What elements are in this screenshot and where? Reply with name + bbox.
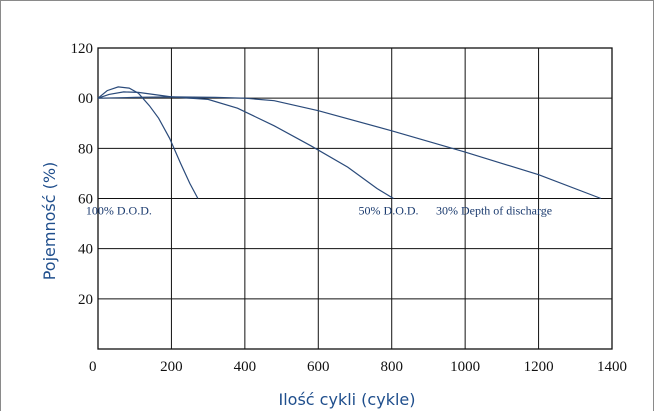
y-tick-label: 20 [78,292,93,308]
series-label-1: 100% D.O.D. [86,204,152,218]
series-line-2 [97,91,394,200]
series-line-3 [97,96,602,200]
y-tick-label: 80 [78,141,93,157]
x-axis-title: Ilość cykli (cykle) [279,390,416,409]
series-line-1 [97,86,199,199]
x-tick-label: 1000 [450,359,480,375]
y-tick-label: 40 [78,242,93,258]
y-tick-label: 60 [78,192,93,208]
y-tick-label: 00 [78,91,93,107]
series-label-3: 30% Depth of discharge [436,204,552,218]
x-tick-label: 0 [89,359,97,375]
y-axis-title: Pojemność (%) [40,162,59,281]
series-label-2: 50% D.O.D. [359,204,419,218]
plot-area-border [97,47,613,350]
y-tick-label: 120 [71,41,94,57]
x-tick-label: 200 [160,359,183,375]
x-tick-label: 400 [234,359,257,375]
x-tick-label: 1400 [597,359,627,375]
x-tick-label: 600 [307,359,330,375]
x-tick-label: 1200 [524,359,554,375]
x-tick-label: 800 [380,359,403,375]
